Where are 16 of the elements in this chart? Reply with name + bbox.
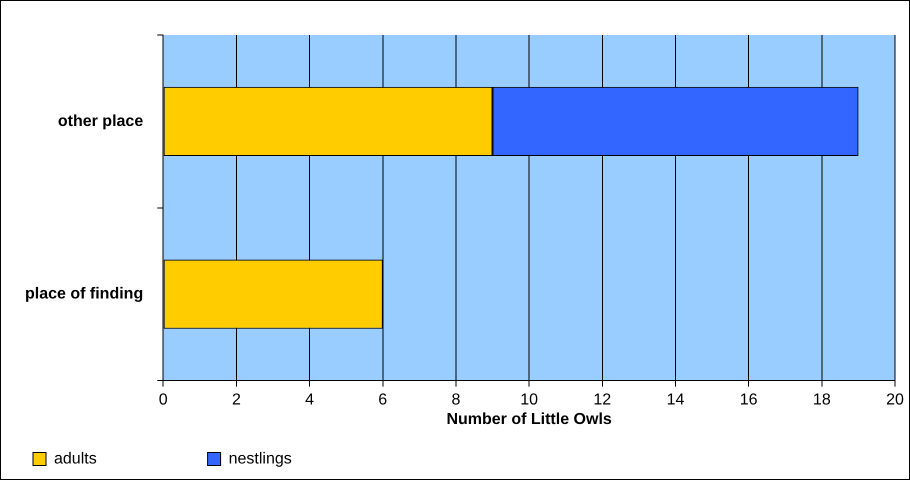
x-tick-label: 12 xyxy=(593,392,612,409)
x-tick-label: 8 xyxy=(451,392,460,409)
x-tick-label: 14 xyxy=(666,392,684,409)
legend-label: nestlings xyxy=(228,450,381,468)
x-tick-label: 10 xyxy=(520,392,538,409)
x-tick-label: 4 xyxy=(305,392,314,409)
x-axis-title: Number of Little Owls xyxy=(446,410,612,428)
x-tick-label: 16 xyxy=(740,392,758,409)
y-tick-label: other place xyxy=(58,112,144,130)
x-tick-label: 0 xyxy=(158,392,168,409)
x-tick-label: 2 xyxy=(232,392,241,409)
x-tick-label: 6 xyxy=(378,392,388,409)
legend-label: adults xyxy=(54,450,186,468)
x-tick-label: 20 xyxy=(886,392,904,409)
y-tick-label: place of finding xyxy=(25,286,144,303)
x-tick-label: 18 xyxy=(812,392,831,409)
